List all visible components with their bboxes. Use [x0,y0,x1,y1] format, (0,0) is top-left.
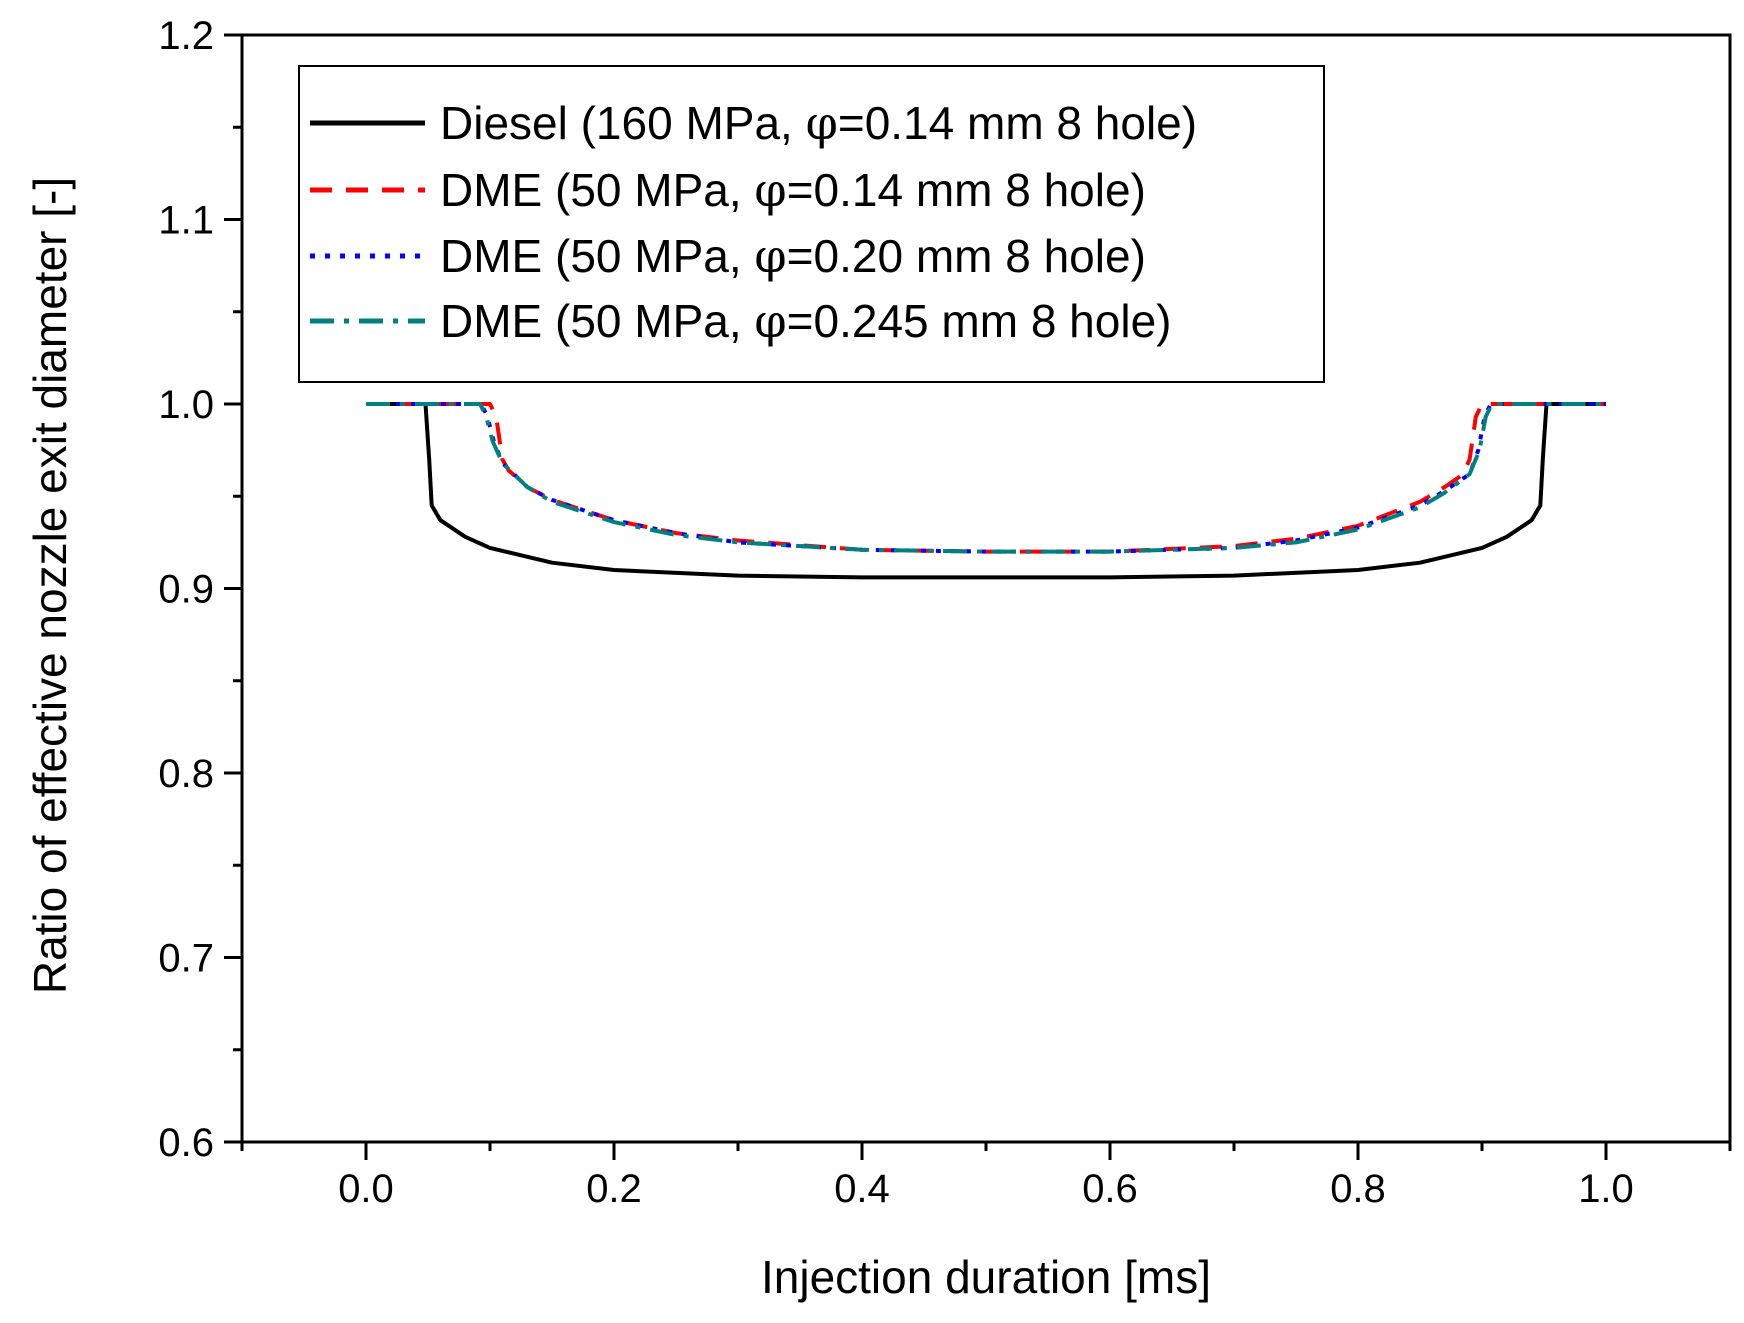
y-tick-label: 1.0 [158,383,214,427]
y-tick-label: 0.6 [158,1121,214,1165]
legend-box [298,65,1325,383]
legend-label-text: =0.14 mm 8 hole) [787,164,1146,216]
x-tick-label: 0.0 [338,1167,394,1211]
y-axis-title: Ratio of effective nozzle exit diameter … [24,177,76,994]
legend-label-2: DME (50 MPa, φ=0.14 mm 8 hole) [440,163,1146,217]
legend-label-text: Diesel (160 MPa, [440,97,806,149]
legend-label-3: DME (50 MPa, φ=0.20 mm 8 hole) [440,229,1146,283]
legend-label-4: DME (50 MPa, φ=0.245 mm 8 hole) [440,294,1171,348]
legend: Diesel (160 MPa, φ=0.14 mm 8 hole)DME (5… [298,65,1325,383]
legend-label-text: DME (50 MPa, [440,230,754,282]
x-tick-label: 0.6 [1082,1167,1138,1211]
phi-symbol: φ [754,229,786,283]
phi-symbol: φ [806,96,838,150]
y-tick-label: 0.9 [158,568,214,612]
y-axis: 0.6 0.7 0.8 0.9 1.0 1.1 1.2 [158,14,242,1165]
legend-label-text: DME (50 MPa, [440,164,754,216]
y-tick-label: 1.1 [158,199,214,243]
legend-label-text: DME (50 MPa, [440,295,754,347]
x-tick-label: 0.2 [586,1167,642,1211]
y-tick-label: 0.8 [158,752,214,796]
legend-label-1: Diesel (160 MPa, φ=0.14 mm 8 hole) [440,96,1197,150]
series-line-4 [366,402,1606,554]
phi-symbol: φ [754,294,786,348]
phi-symbol: φ [754,163,786,217]
x-tick-label: 1.0 [1578,1167,1634,1211]
legend-label-text: =0.245 mm 8 hole) [787,295,1172,347]
x-axis: 0.0 0.2 0.4 0.6 0.8 1.0 [240,1142,1732,1211]
series-layer [366,402,1606,580]
x-tick-label: 0.8 [1330,1167,1386,1211]
series-line-1 [366,402,1606,580]
y-tick-label: 1.2 [158,14,214,58]
y-tick-label: 0.7 [158,937,214,981]
legend-label-text: =0.14 mm 8 hole) [838,97,1197,149]
x-axis-title: Injection duration [ms] [761,1251,1211,1303]
x-tick-label: 0.4 [834,1167,890,1211]
legend-label-text: =0.20 mm 8 hole) [787,230,1146,282]
